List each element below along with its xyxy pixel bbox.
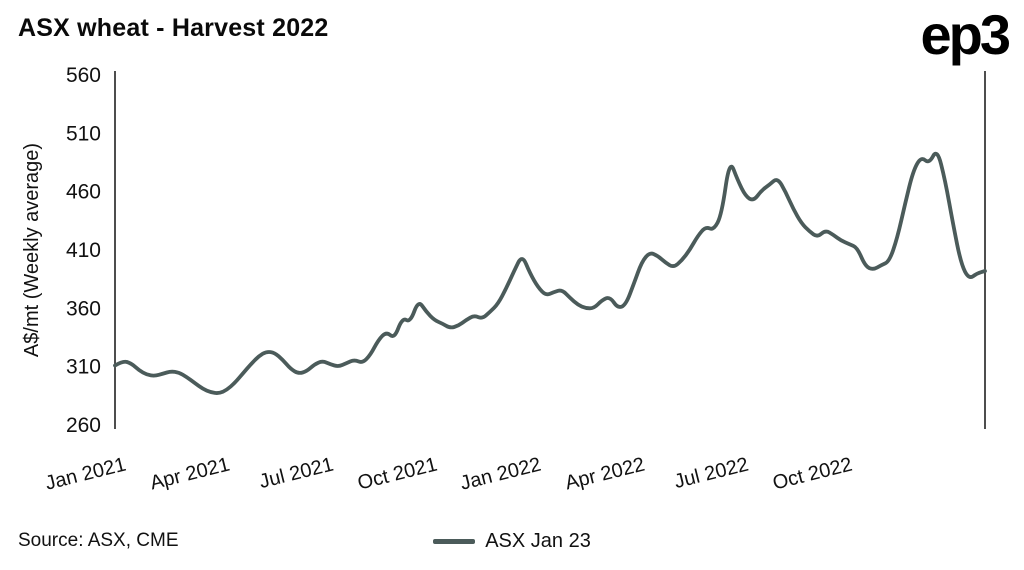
legend: ASX Jan 23 — [0, 526, 1024, 556]
x-tick-label: Jul 2021 — [257, 454, 336, 494]
chart-title: ASX wheat - Harvest 2022 — [18, 14, 329, 42]
y-tick-label: 410 — [66, 239, 101, 262]
series-line-asx-jan-23 — [113, 151, 987, 395]
y-axis-label: A$/mt (Weekly average) — [21, 143, 43, 357]
source-text: Source: ASX, CME — [18, 530, 179, 551]
y-tick-label: 560 — [66, 64, 101, 87]
y-tick-label: 360 — [66, 297, 101, 320]
x-tick-label: Oct 2022 — [770, 454, 854, 495]
legend-label: ASX Jan 23 — [485, 529, 591, 552]
legend-line-swatch — [433, 538, 476, 544]
chart-footer: ASX Jan 23 Source: ASX, CME — [0, 526, 1024, 556]
x-tick-label: Jul 2022 — [672, 454, 751, 494]
x-tick-label: Jan 2021 — [43, 454, 128, 495]
y-tick-label: 260 — [66, 414, 101, 437]
y-tick-label: 460 — [66, 181, 101, 204]
x-tick-label: Jan 2022 — [458, 454, 543, 495]
x-tick-label: Oct 2021 — [355, 454, 439, 495]
y-tick-label: 310 — [66, 356, 101, 379]
x-tick-label: Apr 2021 — [148, 454, 232, 495]
y-tick-label: 510 — [66, 122, 101, 145]
x-tick-label: Apr 2022 — [563, 454, 647, 495]
ep3-logo: ep3 — [920, 3, 1011, 66]
